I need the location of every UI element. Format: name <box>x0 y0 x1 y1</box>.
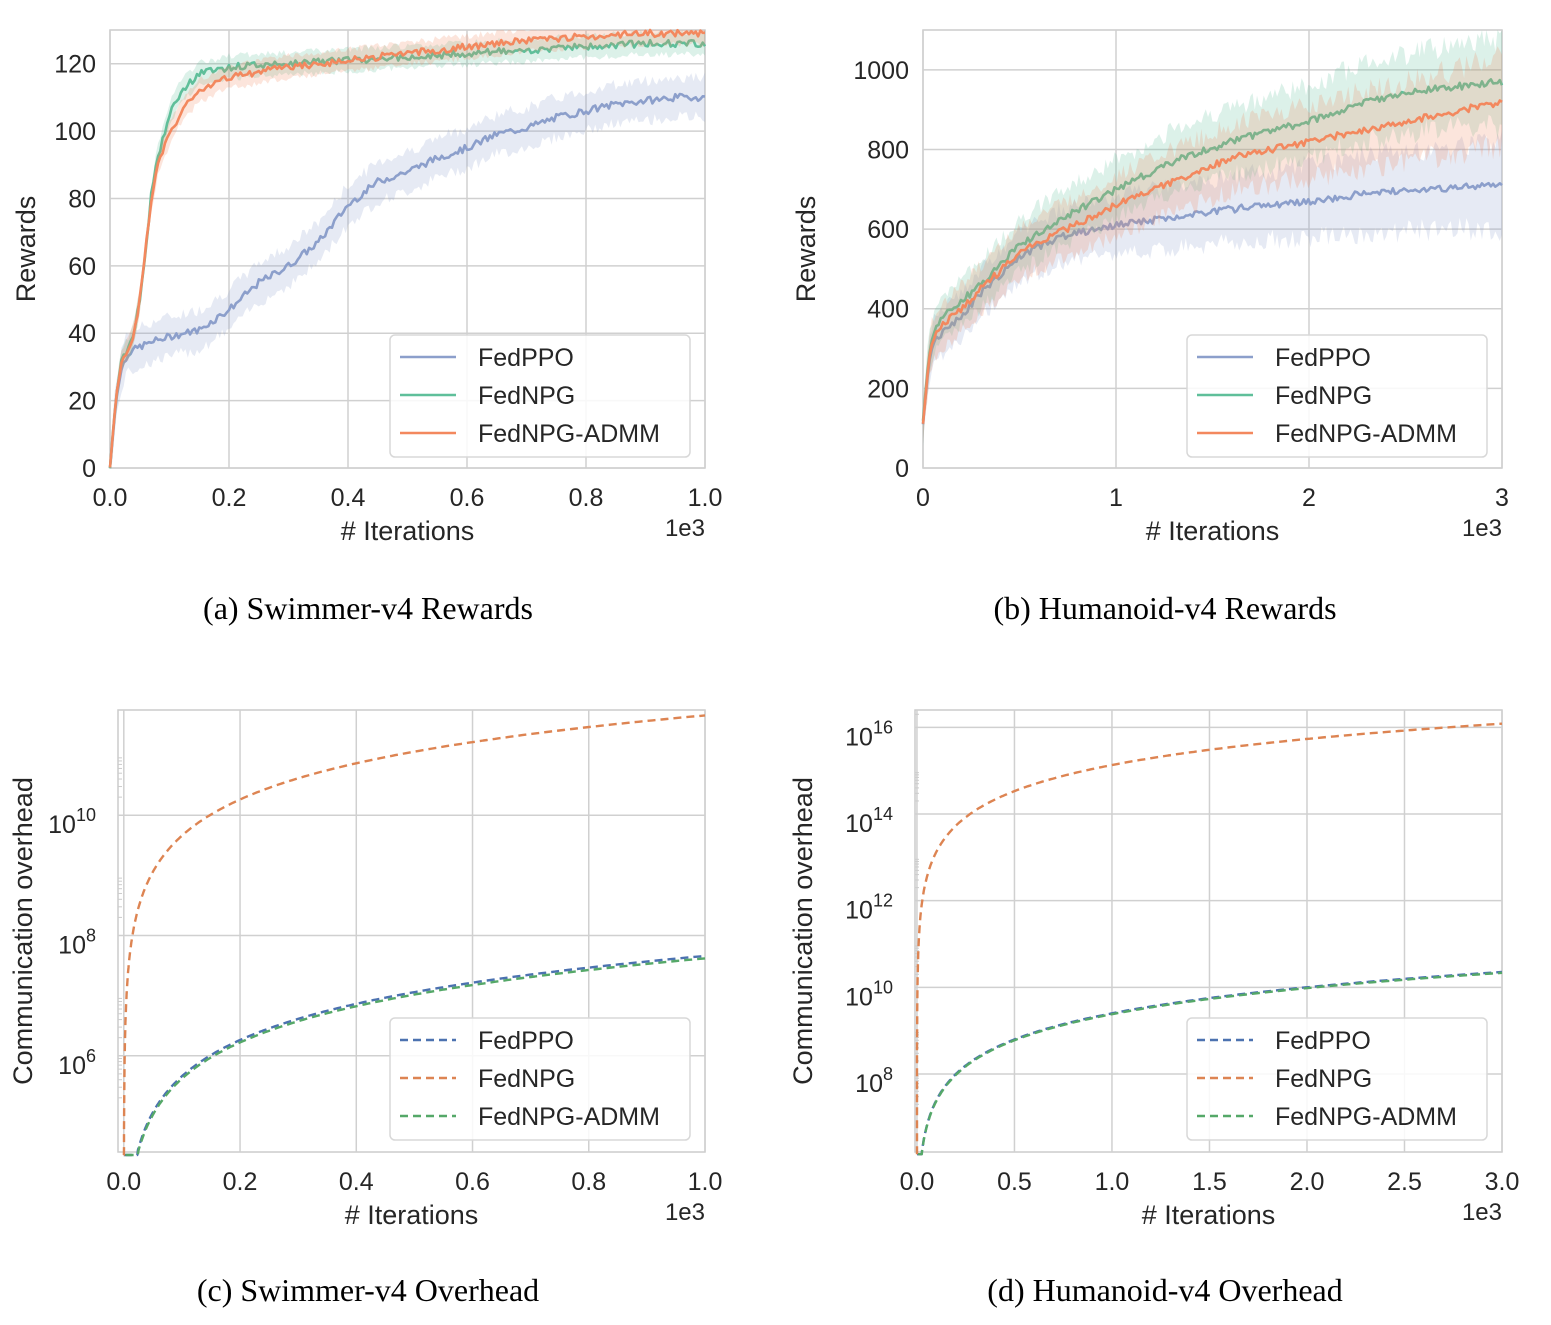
y-tick-label: 800 <box>867 136 909 164</box>
legend-label: FedPPO <box>478 1027 574 1055</box>
x-tick-label: 2 <box>1302 484 1316 512</box>
chart-swimmer-rewards: 0.0 0.2 0.4 0.6 0.8 1.0 0 20 40 60 80 100 120 # Itera… <box>0 0 760 560</box>
y-tick-label: 108 <box>58 926 96 960</box>
x-offset-label: 1e3 <box>665 1199 705 1226</box>
y-tick-label: 1012 <box>845 891 893 925</box>
chart-svg: 0.0 0.2 0.4 0.6 0.8 1.0 0 20 40 60 80 100 120 # Itera… <box>11 28 723 546</box>
caption-swimmer-rewards: (a) Swimmer-v4 Rewards <box>203 590 533 626</box>
legend-box <box>1186 1017 1488 1141</box>
legend-box <box>1186 334 1488 458</box>
x-tick-label: 0.0 <box>93 484 128 512</box>
chart-svg: 0 1 2 3 0 200 400 600 800 1000 # Iterations 1e3 Rewa… <box>791 29 1509 546</box>
chart-swimmer-overhead: 0.0 0.2 0.4 0.6 0.8 1.0 106 108 1010 # Iterations… <box>0 680 760 1240</box>
y-tick-label: 80 <box>68 185 96 213</box>
x-tick-label: 1.5 <box>1192 1168 1227 1196</box>
y-axis-label: Communication overhead <box>788 777 818 1085</box>
y-axis-label: Rewards <box>11 196 41 303</box>
x-tick-label: 0 <box>916 484 930 512</box>
series-line-fednpg-admm <box>108 28 705 468</box>
series-line-fedppo <box>921 181 1503 425</box>
x-tick-label: 0.2 <box>223 1168 258 1196</box>
legend-label: FedNPG-ADMM <box>1275 420 1457 448</box>
series-line-fednpg-admm <box>124 957 706 1157</box>
legend-label: FedNPG <box>1275 1065 1372 1093</box>
series-line-fedppo <box>108 92 706 469</box>
y-tick-label: 40 <box>68 320 96 348</box>
legend-label: FedPPO <box>1275 1027 1371 1055</box>
x-tick-label: 1.0 <box>688 1168 723 1196</box>
y-tick-label: 1010 <box>48 805 96 839</box>
series-line-fednpg-admm <box>921 99 1503 424</box>
legend-label: FedNPG <box>478 1065 575 1093</box>
caption-swimmer-overhead: (c) Swimmer-v4 Overhead <box>196 1272 540 1308</box>
legend-label: FedNPG-ADMM <box>478 1103 660 1131</box>
x-tick-label: 2.0 <box>1290 1168 1325 1196</box>
y-tick-label: 400 <box>867 296 909 324</box>
x-axis-label: # Iterations <box>1146 516 1280 546</box>
x-tick-label: 0.6 <box>450 484 485 512</box>
series-line-fednpg-admm <box>917 971 1503 1156</box>
x-offset-label: 1e3 <box>1462 515 1502 542</box>
legend-label: FedNPG <box>1275 382 1372 410</box>
y-tick-label: 108 <box>855 1064 893 1098</box>
y-tick-label: 1000 <box>853 57 909 85</box>
x-tick-label: 0.5 <box>997 1168 1032 1196</box>
y-tick-label: 1014 <box>845 804 893 838</box>
series-line-fednpg <box>915 722 1503 1155</box>
caption-humanoid-rewards: (b) Humanoid-v4 Rewards <box>993 590 1337 626</box>
x-tick-label: 1.0 <box>1095 1168 1130 1196</box>
legend-label: FedPPO <box>478 344 574 372</box>
x-tick-label: 3 <box>1495 484 1509 512</box>
y-tick-label: 200 <box>867 375 909 403</box>
series-band-fedppo <box>923 130 1502 444</box>
y-tick-label: 600 <box>867 216 909 244</box>
y-axis-label: Communication overhead <box>8 777 38 1085</box>
legend-box <box>389 334 691 458</box>
y-tick-label: 0 <box>895 455 909 483</box>
x-tick-label: 0.4 <box>331 484 366 512</box>
x-axis-label: # Iterations <box>1142 1200 1276 1230</box>
y-tick-label: 0 <box>82 455 96 483</box>
chart-humanoid-overhead: 0.0 0.5 1.0 1.5 2.0 2.5 3.0 108 1010 1012 1014 1016… <box>780 680 1551 1240</box>
caption-humanoid-overhead: (d) Humanoid-v4 Overhead <box>987 1272 1343 1308</box>
legend-label: FedNPG-ADMM <box>1275 1103 1457 1131</box>
y-tick-label: 20 <box>68 388 96 416</box>
x-offset-label: 1e3 <box>1462 1199 1502 1226</box>
y-tick-label: 1010 <box>845 977 893 1011</box>
chart-humanoid-rewards: 0 1 2 3 0 200 400 600 800 1000 # Iterations 1e3 Rewa… <box>780 0 1551 560</box>
x-tick-label: 0.4 <box>339 1168 374 1196</box>
x-tick-label: 0.8 <box>571 1168 606 1196</box>
legend-label: FedNPG <box>478 382 575 410</box>
x-tick-label: 0.0 <box>900 1168 935 1196</box>
chart-svg: 0.0 0.5 1.0 1.5 2.0 2.5 3.0 108 1010 1012 1014 1016… <box>788 709 1520 1230</box>
x-tick-label: 0.6 <box>455 1168 490 1196</box>
legend-box <box>389 1017 691 1141</box>
x-tick-label: 3.0 <box>1485 1168 1520 1196</box>
y-axis-label: Rewards <box>791 196 821 303</box>
legend-label: FedPPO <box>1275 344 1371 372</box>
y-tick-label: 106 <box>58 1046 96 1080</box>
x-tick-label: 0.8 <box>569 484 604 512</box>
series-line-fednpg <box>108 38 707 469</box>
x-axis-label: # Iterations <box>345 1200 479 1230</box>
series-band-fednpg-admm <box>923 46 1502 444</box>
series-line-fednpg <box>921 78 1504 421</box>
y-tick-label: 100 <box>54 118 96 146</box>
x-tick-label: 1 <box>1109 484 1123 512</box>
x-offset-label: 1e3 <box>665 515 705 542</box>
y-tick-label: 120 <box>54 51 96 79</box>
x-axis-label: # Iterations <box>341 516 475 546</box>
y-tick-label: 1016 <box>845 717 893 751</box>
x-tick-label: 1.0 <box>688 484 723 512</box>
chart-svg: 0.0 0.2 0.4 0.6 0.8 1.0 106 108 1010 # Iterations… <box>8 709 723 1230</box>
x-tick-label: 0.2 <box>212 484 247 512</box>
series-band-fedppo <box>110 72 705 468</box>
x-tick-label: 2.5 <box>1387 1168 1422 1196</box>
y-tick-label: 60 <box>68 253 96 281</box>
x-tick-label: 0.0 <box>106 1168 141 1196</box>
series-line-fednpg <box>122 714 706 1157</box>
legend-label: FedNPG-ADMM <box>478 420 660 448</box>
